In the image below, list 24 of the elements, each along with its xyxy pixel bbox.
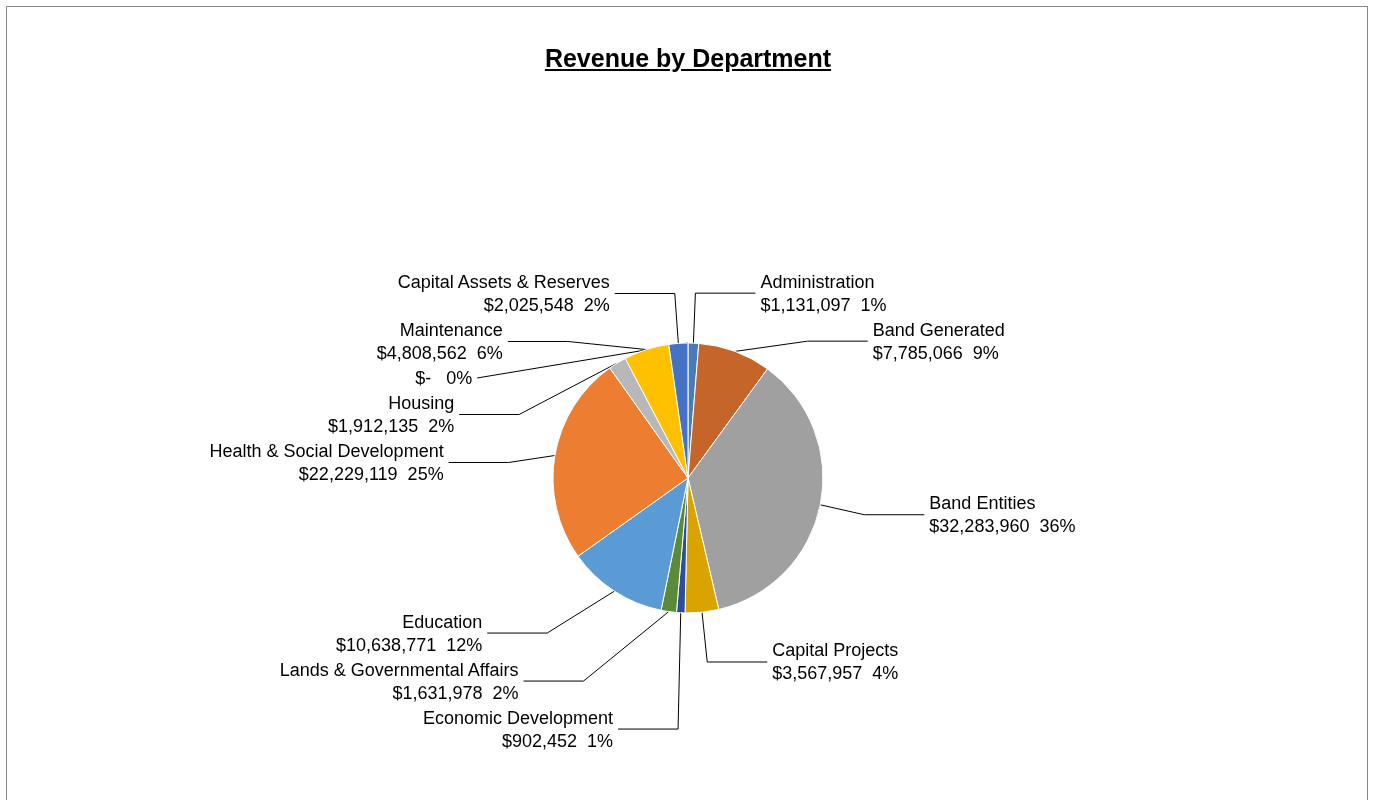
data-label: $2,025,548 2% [483,294,610,315]
slice-label: Maintenance [399,319,503,340]
slice-label: Economic Development [422,707,614,728]
slice-label: Capital Assets & Reserves [397,271,610,292]
chart-title: Revenue by Department [543,44,833,73]
data-label: $1,131,097 1% [760,294,887,315]
slice-label: Education [402,611,483,632]
data-label: $902,452 1% [501,730,614,751]
slice-label: Band Generated [872,319,1005,340]
slice-label: Health & Social Development [209,440,444,461]
slice-label: Band Entities [929,493,1036,514]
data-label: $7,785,066 9% [872,342,999,363]
data-label: $1,912,135 2% [328,415,455,436]
data-label: $10,638,771 12% [336,634,483,655]
slice-label: Housing [388,392,455,413]
slice-label: Lands & Governmental Affairs [279,659,519,680]
data-label: $4,808,562 6% [376,342,503,363]
data-label: $32,283,960 36% [929,516,1076,537]
text: $- 0% [415,367,473,388]
slice-label: Capital Projects [772,640,899,661]
data-label: $1,631,978 2% [392,682,519,703]
slice-label: Administration [760,271,875,292]
data-label: $3,567,957 4% [772,663,899,684]
data-label: $22,229,119 25% [298,463,444,484]
